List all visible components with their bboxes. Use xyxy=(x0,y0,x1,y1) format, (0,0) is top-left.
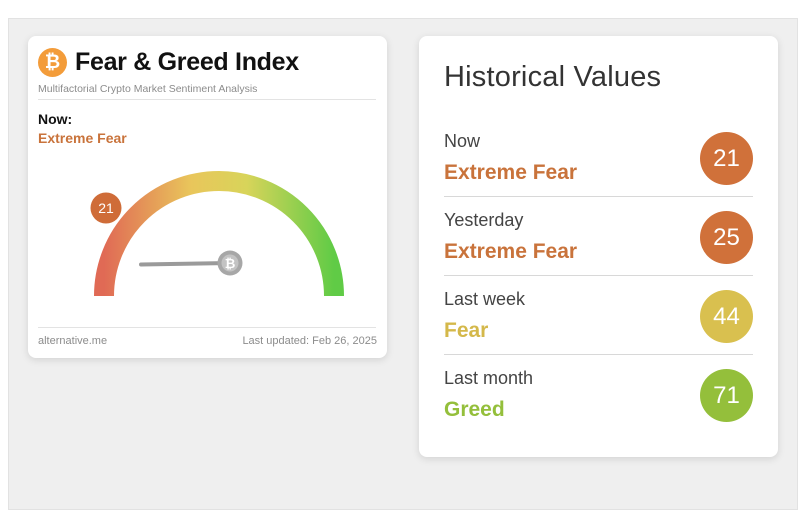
source-link[interactable]: alternative.me xyxy=(38,335,108,347)
value-badge: 71 xyxy=(700,369,753,422)
period-label: Last month xyxy=(444,368,534,388)
sentiment-label: Greed xyxy=(444,398,505,421)
value-badge: 25 xyxy=(700,211,753,264)
now-label: Now: xyxy=(38,111,73,127)
fear-greed-card: ₿ Fear & Greed Index Multifactorial Cryp… xyxy=(28,36,387,358)
svg-text:21: 21 xyxy=(98,200,114,216)
historical-title: Historical Values xyxy=(444,61,662,93)
row-divider xyxy=(444,275,753,276)
gauge-needle xyxy=(139,261,232,267)
needle-hub-icon: ₿ xyxy=(217,250,243,276)
bitcoin-icon: ₿ xyxy=(38,48,67,77)
gauge: ₿ 21 xyxy=(90,171,344,297)
row-divider xyxy=(444,354,753,355)
sentiment-label: Extreme Fear xyxy=(444,161,578,184)
history-row-last-month: Last month Greed 71 xyxy=(444,368,753,447)
sentiment-label: Fear xyxy=(444,319,489,342)
header-divider xyxy=(38,99,376,100)
row-divider xyxy=(444,196,753,197)
history-row-now: Now Extreme Fear 21 xyxy=(444,131,753,210)
sentiment-label: Extreme Fear xyxy=(444,240,578,263)
history-row-last-week: Last week Fear 44 xyxy=(444,289,753,368)
historical-values-card: Historical Values Now Extreme Fear 21 Ye… xyxy=(419,36,778,457)
period-label: Yesterday xyxy=(444,210,524,230)
gauge-arc xyxy=(94,171,344,297)
footer-divider xyxy=(38,327,376,328)
svg-text:₿: ₿ xyxy=(225,257,236,272)
now-value: Extreme Fear xyxy=(38,130,127,146)
period-label: Last week xyxy=(444,289,526,309)
card-subtitle: Multifactorial Crypto Market Sentiment A… xyxy=(38,83,258,95)
gauge-value-badge: 21 xyxy=(90,192,122,224)
last-updated: Last updated: Feb 26, 2025 xyxy=(242,335,377,347)
value-badge: 44 xyxy=(700,290,753,343)
history-row-yesterday: Yesterday Extreme Fear 25 xyxy=(444,210,753,289)
period-label: Now xyxy=(444,131,481,151)
value-badge: 21 xyxy=(700,132,753,185)
card-title: Fear & Greed Index xyxy=(75,48,299,76)
